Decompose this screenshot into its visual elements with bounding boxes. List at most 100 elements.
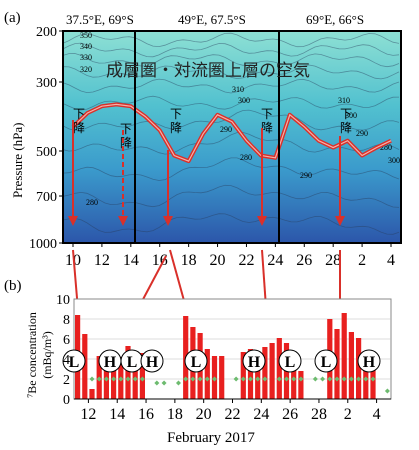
green-diamond bbox=[154, 380, 160, 386]
green-diamond bbox=[284, 376, 290, 382]
pressure-marker-circle bbox=[62, 349, 86, 373]
bar bbox=[341, 313, 347, 399]
contour-lines bbox=[62, 32, 400, 235]
contour-line bbox=[62, 213, 400, 235]
air-mass-label: 成層圏・対流圏上層の空気 bbox=[106, 61, 310, 81]
x-tick-label-a: 2 bbox=[358, 252, 366, 269]
contour-label: 310 bbox=[232, 85, 244, 94]
green-diamond bbox=[103, 376, 109, 382]
y-axis-a: 200 300 500 700 1000 bbox=[29, 25, 63, 252]
green-diamond bbox=[312, 376, 318, 382]
y-tick-label-a: 1000 bbox=[29, 237, 57, 252]
y-tick-label-b: 10 bbox=[56, 293, 70, 308]
green-diamond bbox=[327, 376, 333, 382]
green-diamond bbox=[118, 376, 124, 382]
pressure-marker-circle bbox=[184, 349, 208, 373]
y-axis-label-b-line1: ⁷Be concentration bbox=[25, 312, 39, 398]
y-tick-label-a: 200 bbox=[36, 25, 57, 40]
contour-label: 280 bbox=[380, 143, 392, 152]
green-diamond bbox=[334, 376, 340, 382]
descent-label-char: 下 bbox=[170, 107, 182, 121]
green-diamond bbox=[248, 376, 254, 382]
contour-line bbox=[62, 157, 400, 181]
contour-line bbox=[62, 131, 400, 155]
green-diamond bbox=[96, 376, 102, 382]
bar bbox=[247, 349, 254, 399]
pressure-marker-circle bbox=[357, 349, 381, 373]
panel-a-label: (a) bbox=[4, 10, 21, 26]
contour-label: 280 bbox=[86, 198, 98, 207]
contour-label: 290 bbox=[356, 129, 368, 138]
bar bbox=[291, 353, 297, 399]
contour-labels: 350 340 330 320 310 300 290 280 310 300 290 280 300 2… bbox=[80, 31, 400, 207]
contour-line bbox=[62, 184, 400, 208]
x-tick-label-b: 12 bbox=[80, 406, 96, 423]
bar bbox=[132, 354, 138, 399]
contour-label: 290 bbox=[300, 171, 312, 180]
y-tick-label-b: 4 bbox=[63, 353, 70, 368]
descent-label-char: 降 bbox=[340, 121, 352, 135]
panel-a: (a) 37.5°E, 69°S 49°E, 67.5°S 69°E, 66°S… bbox=[4, 10, 402, 269]
x-tick-label-a: 22 bbox=[238, 252, 254, 269]
x-tick-label-b: 22 bbox=[225, 406, 241, 423]
pressure-marker-label: H bbox=[146, 354, 159, 371]
green-diamond bbox=[320, 376, 326, 382]
green-diamond bbox=[175, 380, 181, 386]
green-diamond bbox=[161, 380, 167, 386]
descent-label-char: 降 bbox=[120, 136, 132, 150]
x-tick-label-a: 14 bbox=[123, 252, 139, 269]
pressure-marker-label: L bbox=[191, 354, 202, 371]
y-axis-label-b-line2: (mBq/m³) bbox=[40, 331, 54, 379]
bar bbox=[89, 389, 95, 399]
bar bbox=[139, 353, 145, 399]
green-diamond bbox=[255, 376, 261, 382]
bar bbox=[363, 352, 369, 399]
green-diamond bbox=[276, 376, 282, 382]
y-axis-b: 0 2 4 6 8 10 bbox=[56, 293, 70, 408]
pressure-marker-label: L bbox=[127, 354, 138, 371]
y-tick-label-b: 2 bbox=[63, 373, 70, 388]
contour-label: 300 bbox=[345, 111, 357, 120]
bar bbox=[240, 352, 246, 399]
descent-pressure-line-core bbox=[72, 103, 392, 162]
green-diamond bbox=[348, 376, 354, 382]
bar bbox=[103, 352, 109, 399]
green-diamond bbox=[89, 376, 95, 382]
green-diamond bbox=[204, 376, 210, 382]
pressure-marker-label: H bbox=[363, 354, 376, 371]
bar bbox=[370, 354, 376, 399]
y-tick-label-a: 700 bbox=[36, 190, 57, 205]
x-axis-b: 12 14 16 18 20 22 24 26 28 2 4 bbox=[74, 398, 391, 423]
pressure-marker-circle bbox=[314, 349, 338, 373]
bar bbox=[348, 332, 354, 399]
x-tick-label-a: 20 bbox=[210, 252, 226, 269]
contour-line bbox=[62, 53, 400, 68]
bar bbox=[276, 338, 282, 399]
y-tick-label-b: 6 bbox=[63, 333, 70, 348]
plot-a-background bbox=[63, 31, 401, 243]
bar bbox=[356, 338, 362, 399]
green-diamond bbox=[298, 376, 304, 382]
panel-b-label: (b) bbox=[4, 278, 22, 294]
bar bbox=[262, 347, 268, 399]
green-markers bbox=[89, 376, 390, 394]
descent-label-char: 下 bbox=[340, 107, 352, 121]
bar bbox=[82, 334, 88, 399]
pressure-marker-label: L bbox=[321, 354, 332, 371]
contour-line bbox=[62, 109, 400, 131]
descent-label-char: 下 bbox=[73, 107, 85, 121]
pressure-marker-circle bbox=[140, 349, 164, 373]
x-tick-label-a: 12 bbox=[94, 252, 110, 269]
contour-line bbox=[62, 95, 400, 111]
descent-label-char: 降 bbox=[261, 121, 273, 135]
pressure-marker-label: H bbox=[248, 354, 261, 371]
contour-line bbox=[62, 32, 400, 48]
green-diamond bbox=[197, 376, 203, 382]
pressure-marker-circle bbox=[242, 349, 266, 373]
contour-label: 340 bbox=[80, 42, 92, 51]
x-tick-label-b: 28 bbox=[311, 406, 327, 423]
y-tick-label-a: 500 bbox=[36, 145, 57, 160]
green-diamond bbox=[233, 376, 239, 382]
x-tick-label-b: 18 bbox=[167, 406, 183, 423]
descent-label-char: 降 bbox=[170, 121, 182, 135]
